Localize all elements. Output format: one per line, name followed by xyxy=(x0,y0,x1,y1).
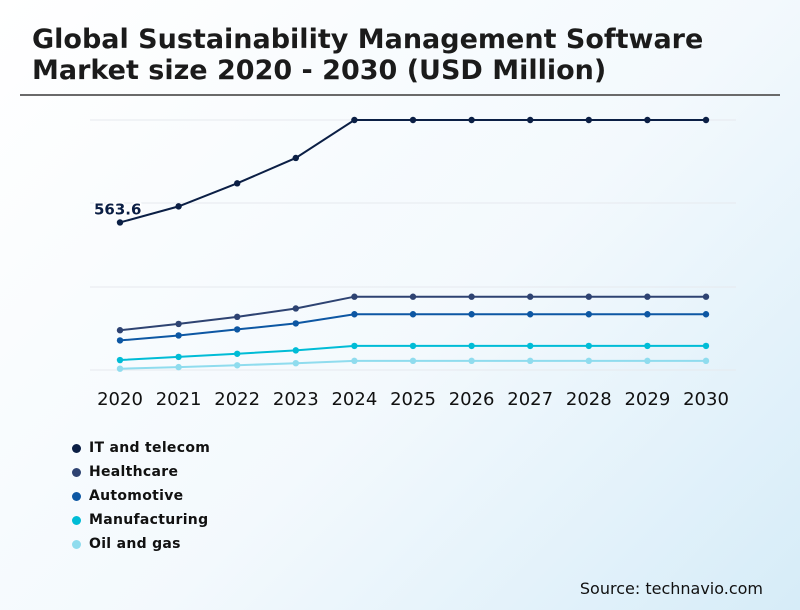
data-point-3-8 xyxy=(585,342,592,350)
source-credit: Source: technavio.com xyxy=(579,579,763,598)
legend-item: IT and telecom xyxy=(72,436,210,460)
data-point-3-1 xyxy=(175,353,182,361)
x-tick-label: 2026 xyxy=(449,389,495,410)
data-point-4-8 xyxy=(585,357,592,365)
data-point-1-5 xyxy=(409,293,417,300)
data-point-2-3 xyxy=(292,320,299,327)
data-point-3-6 xyxy=(468,342,475,350)
data-point-2-1 xyxy=(175,332,182,339)
legend-label: Automotive xyxy=(89,488,184,504)
x-tick-label: 2022 xyxy=(214,389,260,410)
legend-marker xyxy=(72,443,81,453)
data-point-4-1 xyxy=(175,363,182,371)
x-tick-label: 2029 xyxy=(624,389,670,410)
data-label-0: 563.6 xyxy=(94,200,141,218)
chart-title: Global Sustainability Management Softwar… xyxy=(32,24,704,86)
data-point-3-9 xyxy=(644,342,651,350)
data-point-0-3 xyxy=(292,154,299,162)
data-point-3-2 xyxy=(234,350,241,357)
data-point-1-1 xyxy=(175,320,182,328)
legend-marker xyxy=(72,467,81,477)
data-point-2-6 xyxy=(468,311,475,318)
data-point-4-10 xyxy=(702,357,710,365)
data-point-2-10 xyxy=(702,311,710,318)
data-point-2-9 xyxy=(644,311,651,318)
legend-label: Oil and gas xyxy=(89,536,181,552)
legend-marker xyxy=(72,515,81,525)
data-point-1-9 xyxy=(644,293,651,300)
x-tick-label: 2025 xyxy=(390,389,436,410)
series-line-0 xyxy=(119,119,706,224)
data-point-1-2 xyxy=(234,313,241,321)
data-point-4-6 xyxy=(468,357,475,365)
title-divider xyxy=(20,94,780,96)
x-tick-label: 2021 xyxy=(156,389,202,410)
x-tick-label: 2028 xyxy=(566,389,612,410)
data-point-0-0 xyxy=(116,219,124,226)
legend-item: Oil and gas xyxy=(72,532,210,556)
data-point-3-7 xyxy=(527,342,534,350)
legend-label: Manufacturing xyxy=(89,512,209,528)
data-point-3-3 xyxy=(292,347,299,354)
data-point-2-7 xyxy=(527,311,534,318)
data-point-4-4 xyxy=(351,357,358,365)
x-tick-label: 2024 xyxy=(331,389,377,410)
data-point-1-7 xyxy=(527,293,534,300)
x-tick-label: 2023 xyxy=(273,389,319,410)
legend-marker xyxy=(72,491,81,501)
data-point-3-4 xyxy=(351,342,358,350)
legend-marker xyxy=(72,539,81,549)
data-point-2-5 xyxy=(409,311,417,318)
legend-label: Healthcare xyxy=(89,464,179,480)
data-point-4-9 xyxy=(644,357,651,365)
chart-legend: IT and telecom Healthcare Automotive Manufa… xyxy=(72,436,210,556)
data-point-4-3 xyxy=(292,359,299,367)
legend-item: Healthcare xyxy=(72,460,210,484)
data-point-0-4 xyxy=(351,116,358,124)
data-point-0-7 xyxy=(527,116,534,124)
x-tick-label: 2027 xyxy=(507,389,553,410)
data-point-1-4 xyxy=(351,293,358,300)
data-point-0-9 xyxy=(644,116,651,124)
data-point-2-2 xyxy=(234,326,241,333)
x-tick-label: 2020 xyxy=(97,389,143,410)
data-point-0-1 xyxy=(175,203,182,210)
data-point-1-6 xyxy=(468,293,475,300)
data-point-2-8 xyxy=(585,311,592,318)
data-point-4-0 xyxy=(116,365,124,372)
data-point-1-8 xyxy=(585,293,592,300)
series-line-2 xyxy=(119,313,706,342)
data-point-2-4 xyxy=(351,311,358,318)
data-point-4-7 xyxy=(527,357,534,365)
data-point-0-8 xyxy=(585,116,592,124)
data-point-1-0 xyxy=(116,327,124,334)
legend-item: Automotive xyxy=(72,484,210,508)
data-point-4-5 xyxy=(409,357,417,365)
data-point-1-10 xyxy=(702,293,710,300)
legend-label: IT and telecom xyxy=(89,440,211,456)
x-tick-label: 2030 xyxy=(683,389,729,410)
data-point-3-5 xyxy=(409,342,417,350)
data-point-4-2 xyxy=(234,362,241,369)
data-point-0-5 xyxy=(409,116,417,124)
data-point-0-6 xyxy=(468,116,475,124)
data-point-0-10 xyxy=(702,116,710,124)
data-point-0-2 xyxy=(234,180,241,187)
legend-item: Manufacturing xyxy=(72,508,210,532)
data-point-1-3 xyxy=(292,305,299,312)
data-point-3-10 xyxy=(702,342,710,350)
data-point-3-0 xyxy=(116,356,124,364)
data-point-2-0 xyxy=(116,337,124,344)
